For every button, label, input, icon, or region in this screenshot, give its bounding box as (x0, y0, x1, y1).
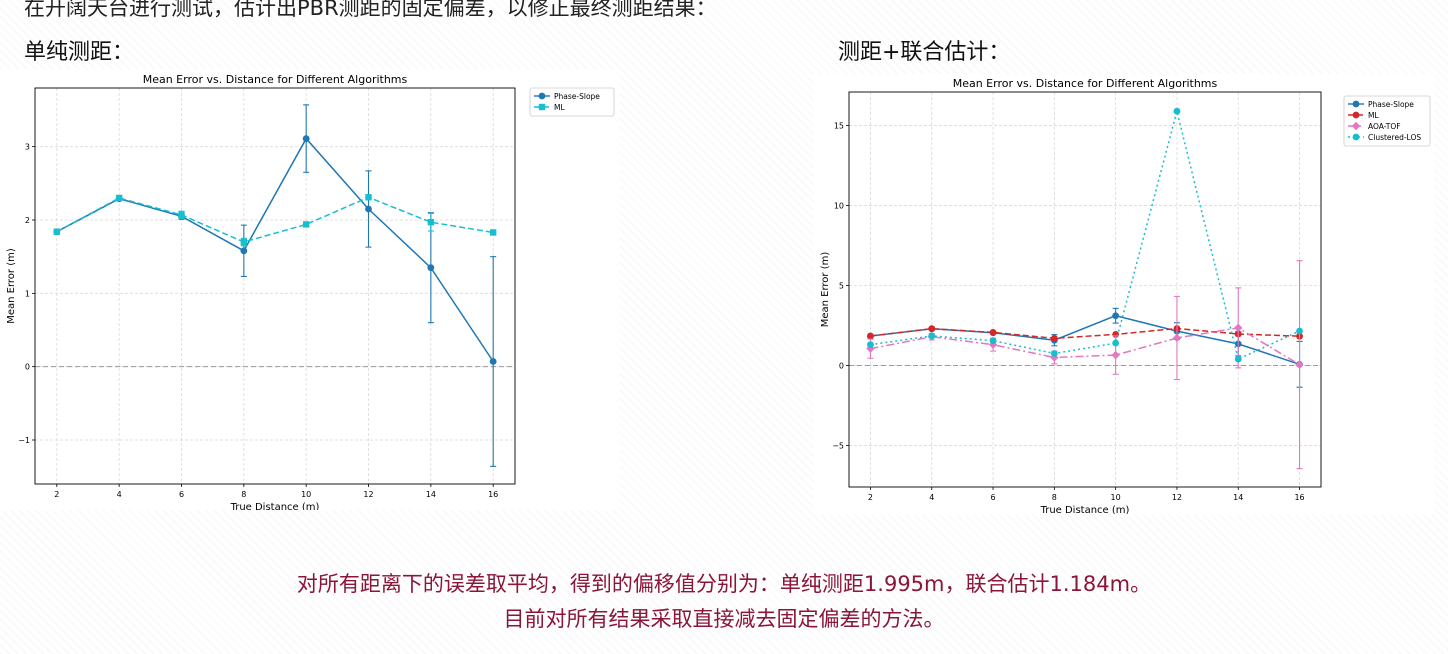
legend-label: Clustered-LOS (1368, 133, 1421, 142)
header-text: 在开阔天台进行测试，估计出PBR测距的固定偏差，以修正最终测距结果： (24, 0, 717, 20)
x-tick-label: 16 (1294, 493, 1304, 502)
legend-label: ML (1368, 111, 1379, 120)
data-point (1050, 334, 1058, 342)
data-point (1234, 323, 1243, 333)
data-point (1295, 360, 1304, 369)
chart-svg-joint-estimation: Mean Error vs. Distance for Different Al… (820, 77, 1431, 514)
label-single-ranging: 单纯测距： (24, 40, 135, 65)
data-point (989, 328, 997, 336)
series-phase-slope (53, 104, 497, 467)
x-tick-label: 10 (301, 490, 311, 499)
legend-marker (1352, 111, 1360, 119)
legend-label: ML (554, 103, 565, 112)
x-axis-label: True Distance (m) (230, 502, 320, 510)
data-point (1172, 333, 1182, 343)
x-axis-label: True Distance (m) (1040, 505, 1130, 514)
data-point (989, 337, 997, 345)
chart-svg-single-ranging: Mean Error vs. Distance for Different Al… (6, 73, 615, 510)
legend-label: AOA-TOF (1368, 122, 1401, 131)
legend-box (1343, 95, 1431, 147)
data-point (928, 325, 936, 333)
y-tick-label: 10 (834, 202, 844, 211)
x-tick-label: 12 (1172, 493, 1182, 502)
series-phase-slope (867, 307, 1303, 388)
chart-single-ranging: Mean Error vs. Distance for Different Al… (0, 70, 620, 510)
conclusion-offsets: 对所有距离下的误差取平均，得到的偏移值分别为：单纯测距1.995m，联合估计1.… (296, 572, 1152, 596)
y-tick-label: 5 (839, 282, 844, 291)
x-tick-label: 2 (54, 490, 59, 499)
data-point (1111, 350, 1120, 360)
data-point (867, 341, 874, 349)
x-tick-label: 16 (488, 490, 498, 499)
chart-joint-estimation: Mean Error vs. Distance for Different Al… (814, 74, 1434, 514)
legend-marker (538, 92, 546, 100)
legend-marker (538, 103, 546, 111)
data-point (178, 211, 185, 219)
data-point (867, 332, 874, 340)
x-tick-label: 4 (117, 490, 122, 499)
data-point (1234, 355, 1242, 363)
legend-label: Phase-Slope (1368, 100, 1414, 109)
series-line (870, 314, 1300, 366)
series-line (56, 137, 494, 362)
x-tick-label: 8 (241, 490, 246, 499)
data-point (427, 264, 435, 272)
x-tick-label: 14 (1233, 493, 1243, 502)
x-tick-label: 6 (179, 490, 184, 499)
legend-marker (1351, 121, 1361, 131)
series-ml (867, 325, 1303, 342)
data-point (365, 205, 372, 213)
x-tick-label: 2 (868, 493, 873, 502)
data-point (1296, 327, 1303, 335)
label-joint-estimation: 测距+联合估计： (838, 40, 1011, 65)
y-tick-label: 2 (25, 216, 30, 225)
y-tick-label: 1 (25, 289, 30, 298)
y-tick-label: 0 (25, 363, 30, 372)
series-clustered-los (867, 107, 1303, 363)
y-tick-label: −5 (832, 441, 844, 450)
chart-title: Mean Error vs. Distance for Different Al… (953, 77, 1218, 90)
legend: Phase-Slope ML (529, 87, 615, 117)
data-point (489, 358, 497, 365)
data-point (302, 135, 310, 142)
plot-frame (34, 87, 516, 485)
legend-marker (1352, 133, 1360, 141)
data-point (115, 194, 123, 202)
data-point (53, 228, 61, 235)
y-tick-label: −1 (18, 436, 30, 445)
data-point (1050, 350, 1058, 357)
y-tick-label: 15 (834, 122, 844, 131)
y-axis-label: Mean Error (m) (820, 252, 831, 328)
series-line (56, 196, 494, 243)
data-point (427, 219, 435, 226)
x-tick-label: 8 (1052, 493, 1057, 502)
data-point (240, 247, 248, 255)
data-point (1173, 107, 1181, 115)
data-point (1112, 312, 1120, 320)
series-line (870, 111, 1300, 361)
data-point (489, 229, 497, 236)
x-tick-label: 14 (426, 490, 436, 499)
legend-marker (1352, 100, 1360, 108)
x-tick-label: 12 (363, 490, 373, 499)
data-point (365, 194, 372, 201)
y-axis-label: Mean Error (m) (6, 248, 17, 324)
data-point (928, 332, 936, 340)
x-tick-label: 6 (991, 493, 996, 502)
series-ml (53, 194, 497, 247)
y-tick-label: 3 (25, 143, 30, 152)
x-tick-label: 4 (929, 493, 934, 502)
data-point (240, 238, 248, 246)
chart-title: Mean Error vs. Distance for Different Al… (143, 73, 408, 86)
legend-label: Phase-Slope (554, 92, 600, 101)
legend: Phase-Slope ML AOA-TOF Clustered-LOS (1343, 95, 1431, 147)
conclusion-method: 目前对所有结果采取直接减去固定偏差的方法。 (503, 607, 945, 631)
x-tick-label: 10 (1111, 493, 1121, 502)
y-tick-label: 0 (839, 361, 844, 370)
legend-box (529, 87, 615, 117)
series-line (870, 327, 1300, 366)
plot-frame (848, 91, 1322, 488)
data-point (1112, 339, 1120, 347)
data-point (302, 221, 310, 228)
